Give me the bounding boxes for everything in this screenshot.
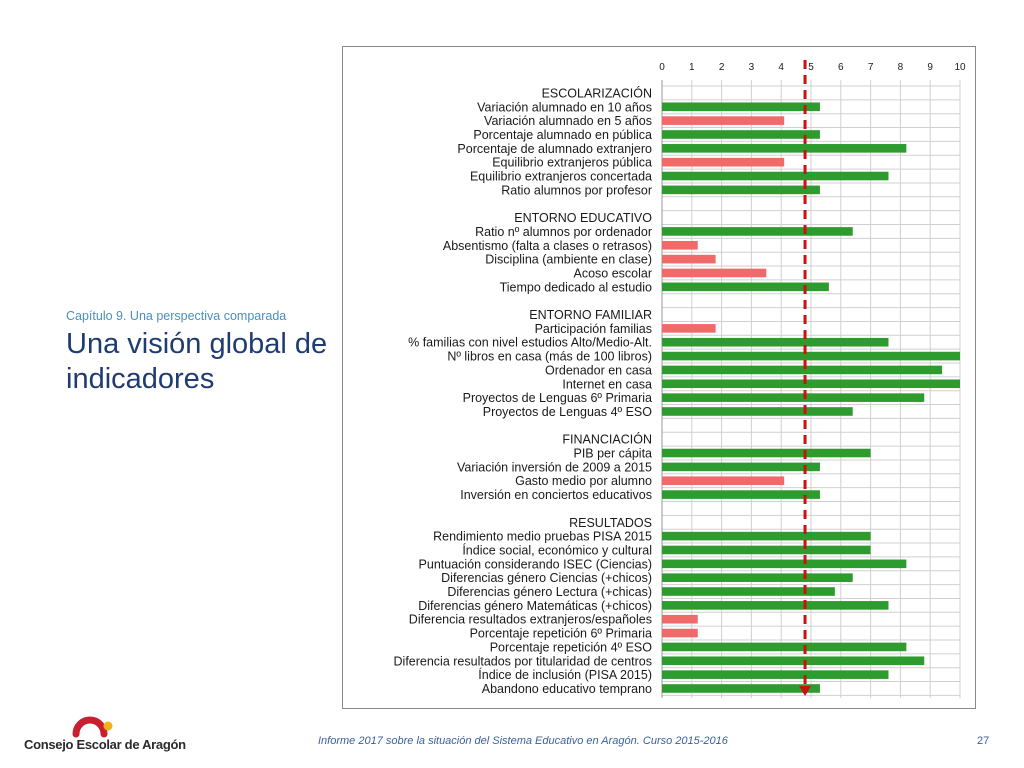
bar-above-reference: [662, 462, 820, 472]
category-label: Porcentaje de alumnado extranjero: [457, 142, 652, 156]
category-label: Internet en casa: [562, 377, 652, 391]
bar-below-reference: [662, 157, 785, 167]
x-tick-label: 2: [719, 62, 725, 73]
category-label: Gasto medio por alumno: [515, 474, 652, 488]
category-label: Porcentaje alumnado en pública: [473, 128, 652, 142]
bar-above-reference: [662, 365, 943, 375]
category-label: Índice social, económico y cultural: [462, 542, 652, 557]
x-tick-label: 6: [838, 62, 844, 73]
x-tick-label: 8: [898, 62, 904, 73]
category-label: Diferencias género Matemáticas (+chicos): [418, 599, 652, 613]
bar-above-reference: [662, 393, 925, 402]
category-label: Tiempo dedicado al estudio: [500, 280, 652, 294]
x-tick-label: 9: [927, 62, 933, 73]
bar-above-reference: [662, 171, 889, 181]
bar-above-reference: [662, 684, 820, 693]
bar-above-reference: [662, 379, 960, 389]
category-label: Variación alumnado en 10 años: [477, 100, 652, 114]
bar-below-reference: [662, 240, 698, 250]
slide-title: Una visión global de indicadores: [66, 328, 328, 395]
section-header-label: ENTORNO EDUCATIVO: [514, 211, 652, 225]
section-header-label: FINANCIACIÓN: [562, 432, 652, 447]
logo-dot-yellow: [103, 721, 113, 731]
bar-above-reference: [662, 102, 820, 112]
bar-above-reference: [662, 185, 820, 195]
consejo-escolar-logo: [72, 716, 113, 738]
logo-arc-red: [72, 716, 108, 738]
x-tick-label: 4: [778, 62, 784, 73]
x-tick-label: 10: [954, 62, 966, 73]
category-label: Porcentaje repetición 6º Primaria: [470, 627, 652, 641]
category-label: Índice de inclusión (PISA 2015): [478, 667, 652, 682]
category-label: Abandono educativo temprano: [482, 682, 652, 696]
x-tick-label: 3: [749, 62, 755, 73]
bar-below-reference: [662, 628, 698, 638]
bar-above-reference: [662, 670, 889, 679]
category-label: Inversión en conciertos educativos: [460, 488, 652, 502]
category-label: Proyectos de Lenguas 4º ESO: [483, 405, 653, 419]
bar-above-reference: [662, 656, 925, 666]
reference-arrowhead: [799, 686, 812, 696]
bar-above-reference: [662, 573, 853, 582]
category-label: Porcentaje repetición 4º ESO: [490, 640, 653, 654]
category-label: Ratio nº alumnos por ordenador: [475, 225, 652, 239]
bar-above-reference: [662, 144, 907, 153]
category-label: Equilibrio extranjeros concertada: [470, 170, 652, 184]
category-label: Diferencias género Ciencias (+chicos): [441, 571, 652, 585]
category-label: Diferencias género Lectura (+chicas): [447, 585, 652, 599]
category-label: Rendimiento medio pruebas PISA 2015: [433, 530, 652, 544]
chapter-subtitle: Capítulo 9. Una perspectiva comparada: [66, 309, 287, 323]
bar-above-reference: [662, 490, 820, 499]
x-tick-label: 7: [868, 62, 874, 73]
bar-below-reference: [662, 476, 785, 486]
category-label: Diferencia resultados por titularidad de…: [394, 654, 652, 668]
bar-above-reference: [662, 587, 835, 596]
x-tick-label: 5: [808, 62, 814, 73]
category-label: Diferencia resultados extranjeros/españo…: [409, 613, 652, 627]
bar-above-reference: [662, 130, 820, 139]
bar-above-reference: [662, 407, 853, 416]
category-label: Absentismo (falta a clases o retrasos): [443, 239, 652, 253]
category-label: Variación inversión de 2009 a 2015: [457, 460, 652, 474]
page-number: 27: [977, 735, 990, 747]
x-tick-label: 0: [659, 62, 665, 73]
bar-below-reference: [662, 116, 785, 125]
logo-text: Consejo Escolar de Aragón: [24, 737, 186, 752]
category-label: Variación alumnado en 5 años: [484, 114, 652, 128]
bar-above-reference: [662, 227, 853, 236]
category-label: Ratio alumnos por profesor: [501, 183, 652, 197]
bar-above-reference: [662, 351, 960, 361]
bar-above-reference: [662, 559, 907, 569]
bar-below-reference: [662, 324, 716, 333]
bar-below-reference: [662, 254, 716, 264]
bar-below-reference: [662, 614, 698, 624]
bar-above-reference: [662, 642, 907, 652]
category-label: Equilibrio extranjeros pública: [492, 156, 652, 170]
footer-text: Informe 2017 sobre la situación del Sist…: [318, 735, 728, 747]
category-label: Nº libros en casa (más de 100 libros): [447, 350, 652, 364]
section-header-label: ENTORNO FAMILIAR: [529, 308, 652, 322]
bar-above-reference: [662, 282, 829, 292]
category-label: Proyectos de Lenguas 6º Primaria: [463, 391, 652, 405]
bar-above-reference: [662, 448, 871, 458]
category-label: Disciplina (ambiente en clase): [485, 253, 652, 267]
category-label: Ordenador en casa: [545, 363, 652, 377]
x-tick-label: 1: [689, 62, 695, 73]
section-header-label: ESCOLARIZACIÓN: [542, 85, 652, 100]
bar-above-reference: [662, 601, 889, 610]
bar-below-reference: [662, 268, 767, 278]
section-header-label: RESULTADOS: [569, 516, 652, 530]
bar-above-reference: [662, 531, 871, 541]
category-label: Puntuación considerando ISEC (Ciencias): [419, 557, 652, 571]
category-label: PIB per cápita: [573, 447, 652, 461]
bar-above-reference: [662, 337, 889, 347]
category-label: Acoso escolar: [573, 266, 652, 280]
bar-above-reference: [662, 545, 871, 555]
category-label: % familias con nivel estudios Alto/Medio…: [408, 336, 652, 350]
category-label: Participación familias: [535, 322, 652, 336]
